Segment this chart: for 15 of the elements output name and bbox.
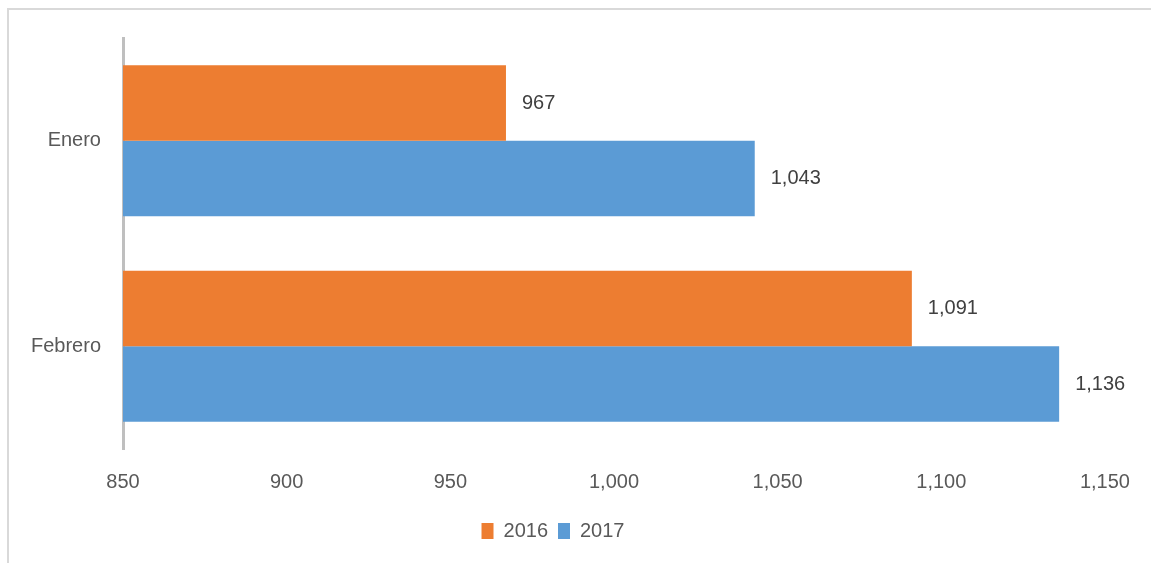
y-tick-label: Enero (47, 128, 101, 151)
legend-label: 2017 (580, 518, 625, 541)
x-tick-label: 900 (269, 469, 304, 492)
x-tick-label: 1,150 (1079, 469, 1131, 492)
x-tick-label: 950 (433, 469, 468, 492)
data-label: 1,091 (927, 296, 978, 319)
data-label: 1,136 (1075, 371, 1126, 394)
x-tick-label: 1,100 (916, 469, 967, 492)
data-label: 1,043 (770, 166, 821, 189)
x-tick-label: 1,000 (588, 469, 640, 492)
legend-label: 2016 (503, 518, 549, 541)
x-tick-label: 850 (106, 469, 140, 492)
data-label: 967 (521, 90, 556, 113)
y-tick-label: Febrero (30, 333, 101, 356)
x-tick-label: 1,050 (752, 469, 803, 492)
